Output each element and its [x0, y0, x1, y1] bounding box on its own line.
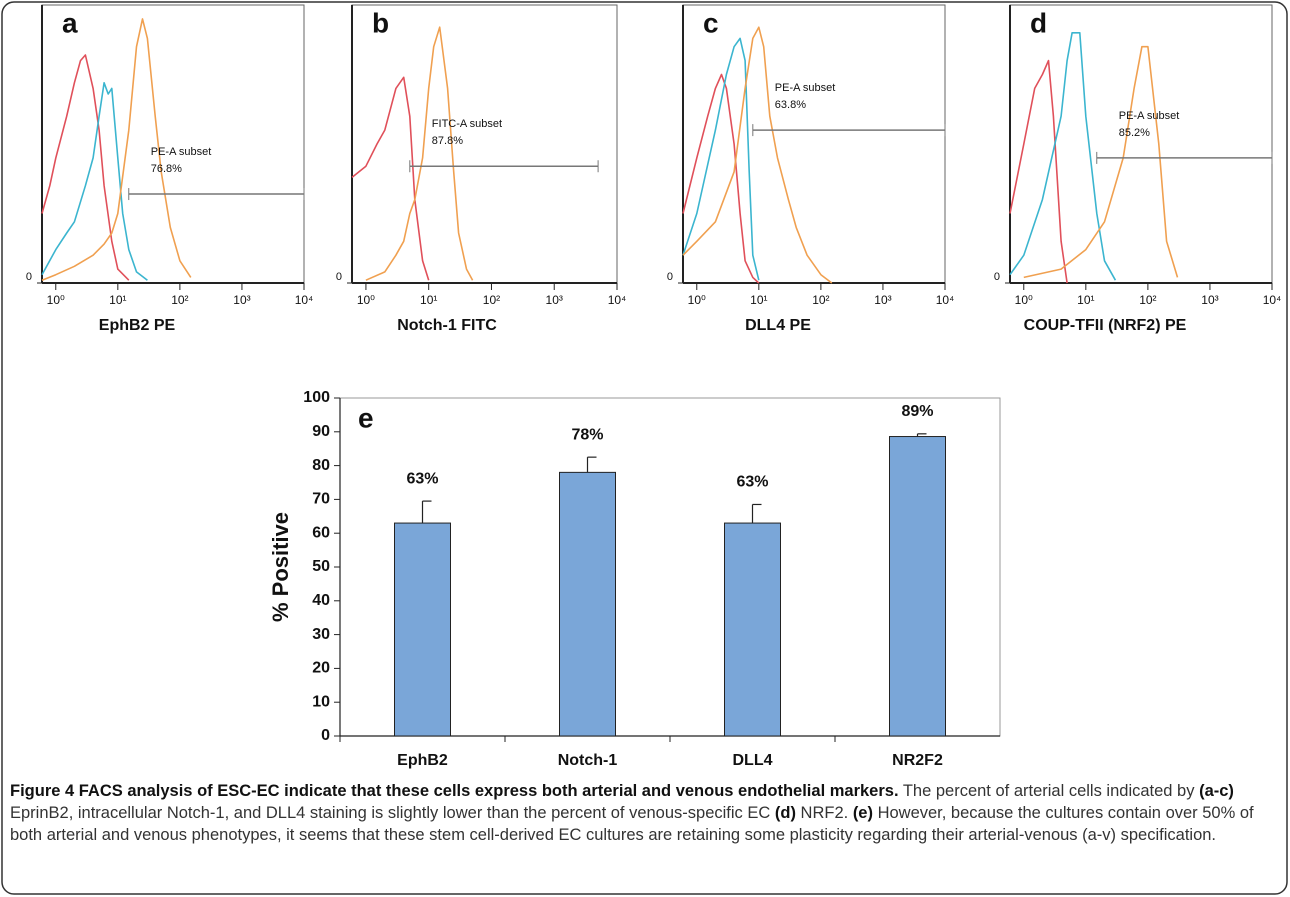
plot-frame: [41, 4, 305, 284]
panel-label: d: [1030, 7, 1047, 38]
caption: Figure 4 FACS analysis of ESC-EC indicat…: [10, 780, 1275, 846]
x-tick-label: 10¹: [750, 293, 767, 307]
y-tick-label: 60: [312, 524, 330, 541]
value-label: 63%: [736, 474, 768, 491]
y-tick-label: 30: [312, 626, 330, 643]
histogram-curve: [682, 37, 760, 281]
x-tick-label: 10⁴: [608, 293, 627, 307]
x-tick-label: 10⁴: [295, 293, 314, 307]
x-axis-label: EphB2 PE: [99, 317, 176, 334]
y-tick-label: 0: [667, 271, 673, 283]
caption-bold-text: (e): [852, 804, 873, 822]
panel-label: b: [372, 7, 389, 38]
x-tick-label: Notch-1: [558, 752, 618, 769]
x-tick-label: 10³: [874, 293, 891, 307]
y-tick-label: 80: [312, 457, 330, 474]
histogram-curve: [682, 26, 833, 284]
y-tick-label: 0: [336, 271, 342, 283]
panel-label: e: [358, 402, 374, 433]
y-tick-label: 0: [26, 271, 32, 283]
x-tick-label: 10⁰: [47, 293, 65, 307]
caption-bold-text: Figure 4 FACS analysis of ESC-EC indicat…: [10, 782, 899, 800]
gate-name: PE-A subset: [775, 82, 836, 94]
y-tick-label: 90: [312, 423, 330, 440]
y-tick-label: 70: [312, 491, 330, 508]
value-label: 63%: [406, 470, 438, 487]
x-tick-label: EphB2: [397, 752, 448, 769]
caption-text: NRF2.: [795, 804, 853, 822]
y-tick-label: 0: [321, 727, 330, 744]
x-tick-label: 10¹: [109, 293, 126, 307]
caption-text: However, because the cultures contain ov…: [10, 804, 1254, 844]
x-tick-label: 10¹: [420, 293, 437, 307]
gate-name: FITC-A subset: [432, 118, 502, 130]
panel-label: c: [703, 7, 719, 38]
gate-name: PE-A subset: [1119, 110, 1180, 122]
y-tick-label: 50: [312, 558, 330, 575]
gate-percent: 85.2%: [1119, 127, 1150, 139]
x-tick-label: 10⁰: [688, 293, 706, 307]
histogram-curve: [41, 18, 192, 281]
bar: [394, 522, 451, 737]
gate-name: PE-A subset: [151, 146, 212, 158]
plot-frame: [1009, 4, 1273, 284]
bar: [889, 436, 946, 737]
histogram-curve: [365, 26, 474, 281]
y-tick-label: 40: [312, 592, 330, 609]
histogram-curve: [682, 73, 760, 284]
y-tick-label: 100: [303, 389, 330, 406]
value-label: 89%: [901, 403, 933, 420]
histogram-curve: [41, 82, 148, 281]
x-tick-label: 10²: [483, 293, 500, 307]
bar: [724, 522, 781, 737]
x-axis-label: Notch-1 FITC: [397, 317, 497, 334]
x-tick-label: 10⁰: [357, 293, 375, 307]
x-tick-label: 10³: [1201, 293, 1218, 307]
gate-percent: 63.8%: [775, 99, 806, 111]
x-tick-label: 10²: [812, 293, 829, 307]
x-tick-label: 10⁴: [936, 293, 955, 307]
x-tick-label: NR2F2: [892, 752, 943, 769]
histogram-curve: [1023, 45, 1179, 279]
bar: [559, 471, 616, 737]
gate-percent: 87.8%: [432, 135, 463, 147]
histogram-curve: [351, 76, 430, 281]
histogram-curve: [1009, 59, 1068, 284]
histogram-curve: [1009, 31, 1117, 281]
x-axis-label: DLL4 PE: [745, 317, 811, 334]
gate-percent: 76.8%: [151, 163, 182, 175]
x-tick-label: 10²: [171, 293, 188, 307]
y-axis-label: % Positive: [268, 512, 293, 622]
x-tick-label: 10³: [546, 293, 563, 307]
caption-bold-text: (a-c): [1199, 782, 1234, 800]
y-tick-label: 20: [312, 660, 330, 677]
x-tick-label: 10²: [1139, 293, 1156, 307]
value-label: 78%: [571, 426, 603, 443]
caption-bold-text: (d): [774, 804, 796, 822]
x-axis-label: COUP-TFII (NRF2) PE: [1024, 317, 1187, 334]
y-tick-label: 10: [312, 693, 330, 710]
caption-text: The percent of arterial cells indicated …: [898, 782, 1200, 800]
x-tick-label: DLL4: [733, 752, 773, 769]
plot-frame: [351, 4, 618, 284]
x-tick-label: 10¹: [1077, 293, 1094, 307]
panel-label: a: [62, 7, 78, 38]
y-tick-label: 0: [994, 271, 1000, 283]
histogram-curve: [41, 54, 130, 281]
caption-text: EprinB2, intracellular Notch-1, and DLL4…: [10, 804, 775, 822]
x-tick-label: 10³: [233, 293, 250, 307]
plot-frame: [682, 4, 946, 284]
x-tick-label: 10⁰: [1015, 293, 1033, 307]
x-tick-label: 10⁴: [1263, 293, 1282, 307]
